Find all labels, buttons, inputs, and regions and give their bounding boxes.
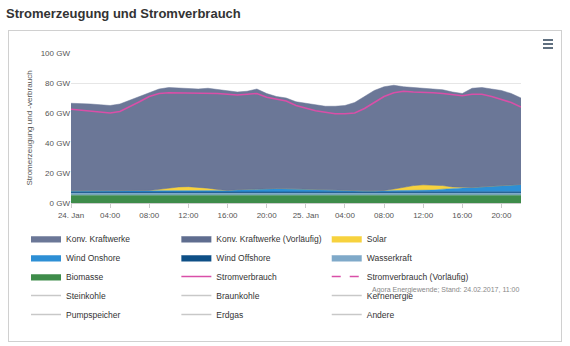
svg-text:Wasserkraft: Wasserkraft bbox=[367, 253, 413, 263]
svg-text:04:00: 04:00 bbox=[100, 211, 121, 220]
svg-text:Braunkohle: Braunkohle bbox=[216, 291, 259, 301]
svg-text:Steinkohle: Steinkohle bbox=[66, 291, 106, 301]
svg-text:100 GW: 100 GW bbox=[41, 49, 71, 58]
svg-text:12:00: 12:00 bbox=[413, 211, 434, 220]
svg-text:Konv. Kraftwerke (Vorläufig): Konv. Kraftwerke (Vorläufig) bbox=[216, 234, 321, 244]
svg-text:40 GW: 40 GW bbox=[45, 139, 70, 148]
svg-text:Wind Onshore: Wind Onshore bbox=[66, 253, 121, 263]
svg-text:Solar: Solar bbox=[367, 234, 387, 244]
svg-text:16:00: 16:00 bbox=[452, 211, 473, 220]
svg-text:Kernenergie: Kernenergie bbox=[367, 291, 414, 301]
svg-text:Erdgas: Erdgas bbox=[216, 310, 243, 320]
svg-text:24. Jan: 24. Jan bbox=[58, 211, 84, 220]
svg-text:Konv. Kraftwerke: Konv. Kraftwerke bbox=[66, 234, 130, 244]
svg-text:0 GW: 0 GW bbox=[50, 199, 71, 208]
svg-text:Stromerzeugung und -verbrauch: Stromerzeugung und -verbrauch bbox=[25, 70, 34, 185]
svg-text:60 GW: 60 GW bbox=[45, 109, 70, 118]
svg-text:Andere: Andere bbox=[367, 310, 395, 320]
svg-text:Biomasse: Biomasse bbox=[66, 272, 104, 282]
svg-text:Wind Offshore: Wind Offshore bbox=[216, 253, 270, 263]
svg-text:08:00: 08:00 bbox=[139, 211, 160, 220]
svg-text:Pumpspeicher: Pumpspeicher bbox=[66, 310, 121, 320]
svg-text:Stromverbrauch: Stromverbrauch bbox=[216, 272, 277, 282]
svg-text:20:00: 20:00 bbox=[257, 211, 278, 220]
svg-text:12:00: 12:00 bbox=[178, 211, 199, 220]
svg-text:Agora Energiewende; Stand: 24.: Agora Energiewende; Stand: 24.02.2017, 1… bbox=[372, 286, 519, 294]
svg-text:80 GW: 80 GW bbox=[45, 79, 70, 88]
svg-text:20:00: 20:00 bbox=[491, 211, 512, 220]
svg-text:08:00: 08:00 bbox=[374, 211, 395, 220]
html-text:Stromerzeugung und Stromverbra: Stromerzeugung und Stromverbrauch bbox=[6, 6, 241, 21]
svg-text:Stromverbrauch (Vorläufig): Stromverbrauch (Vorläufig) bbox=[367, 272, 469, 282]
svg-text:16:00: 16:00 bbox=[218, 211, 239, 220]
svg-text:20 GW: 20 GW bbox=[45, 169, 70, 178]
svg-text:25. Jan: 25. Jan bbox=[293, 211, 319, 220]
svg-text:04:00: 04:00 bbox=[335, 211, 356, 220]
